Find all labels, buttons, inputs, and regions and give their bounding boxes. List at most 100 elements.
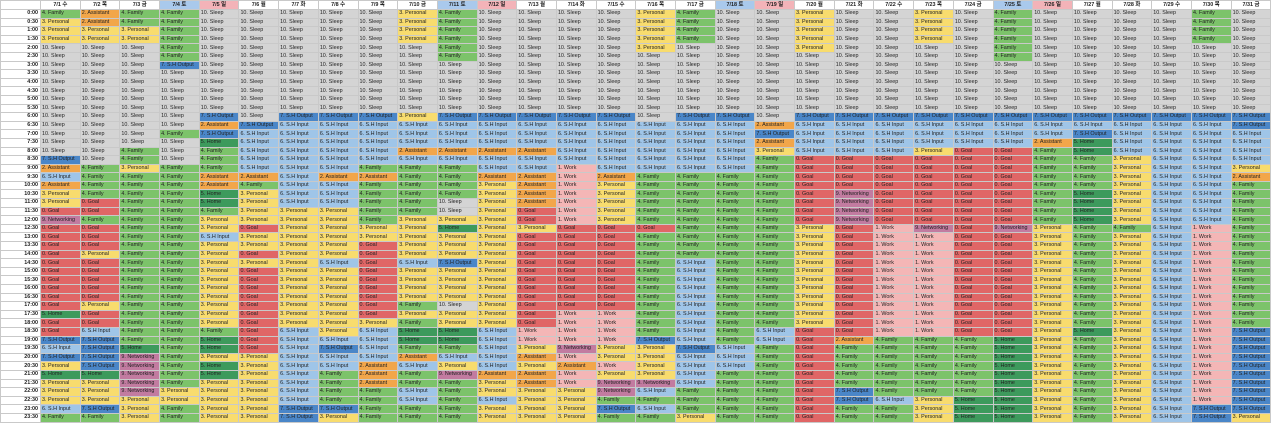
schedule-cell[interactable]: 4. Family	[436, 344, 478, 354]
schedule-cell[interactable]: 4. Family	[397, 344, 438, 354]
schedule-cell[interactable]: 10. Sleep	[714, 94, 756, 105]
schedule-cell[interactable]: 6. S.H Input	[794, 120, 835, 131]
schedule-cell[interactable]: 10. Sleep	[754, 51, 796, 62]
date-header[interactable]: 7/16 목	[635, 0, 676, 10]
schedule-cell[interactable]: 4. Family	[952, 378, 994, 389]
schedule-cell[interactable]: 10. Sleep	[1111, 69, 1153, 79]
schedule-cell[interactable]: 6. S.H Input	[635, 120, 676, 131]
schedule-cell[interactable]: 3. Personal	[397, 241, 438, 251]
schedule-cell[interactable]: 6. S.H Input	[873, 137, 915, 148]
schedule-cell[interactable]: 7. S.H Output	[79, 361, 121, 371]
schedule-cell[interactable]: 5. Home	[198, 335, 240, 346]
schedule-cell[interactable]: 0. Goal	[992, 198, 1034, 208]
schedule-cell[interactable]: 1. Work	[913, 318, 954, 328]
date-header[interactable]: 7/7 화	[278, 0, 319, 10]
schedule-cell[interactable]: 0. Goal	[833, 180, 875, 191]
schedule-cell[interactable]: 7. S.H Output	[1230, 404, 1272, 414]
schedule-cell[interactable]: 10. Sleep	[397, 60, 438, 71]
schedule-cell[interactable]: 4. Family	[1190, 26, 1232, 36]
schedule-cell[interactable]: 4. Family	[1071, 395, 1113, 406]
schedule-cell[interactable]: 9. Networking	[595, 378, 637, 389]
schedule-cell[interactable]: 4. Family	[714, 326, 756, 337]
schedule-cell[interactable]: 5. Home	[40, 309, 81, 320]
schedule-cell[interactable]: 4. Family	[1071, 309, 1113, 320]
schedule-cell[interactable]: 4. Family	[397, 404, 438, 414]
schedule-cell[interactable]: 10. Sleep	[357, 94, 399, 105]
schedule-cell[interactable]: 10. Sleep	[952, 43, 994, 53]
schedule-cell[interactable]: 7. S.H Output	[913, 112, 954, 122]
schedule-cell[interactable]: 10. Sleep	[198, 103, 240, 114]
schedule-cell[interactable]: 10. Sleep	[555, 17, 597, 28]
schedule-cell[interactable]: 10. Sleep	[119, 103, 161, 114]
schedule-cell[interactable]: 1. Work	[873, 275, 915, 285]
schedule-cell[interactable]: 3. Personal	[595, 180, 637, 191]
schedule-cell[interactable]: 10. Sleep	[754, 77, 796, 88]
schedule-cell[interactable]: 6. S.H Input	[397, 395, 438, 406]
schedule-cell[interactable]: 0. Goal	[79, 292, 121, 303]
schedule-cell[interactable]: 10. Sleep	[317, 43, 359, 53]
schedule-cell[interactable]: 10. Sleep	[278, 69, 319, 79]
schedule-cell[interactable]: 0. Goal	[992, 180, 1034, 191]
schedule-cell[interactable]: 2. Assistant	[79, 9, 121, 19]
schedule-cell[interactable]: 4. Family	[159, 335, 200, 346]
schedule-cell[interactable]: 6. S.H Input	[397, 361, 438, 371]
schedule-cell[interactable]: 3. Personal	[397, 215, 438, 225]
schedule-cell[interactable]: 1. Work	[555, 378, 597, 389]
schedule-cell[interactable]: 6. S.H Input	[635, 163, 676, 174]
schedule-cell[interactable]: 4. Family	[1071, 223, 1113, 234]
schedule-cell[interactable]: 4. Family	[754, 223, 796, 234]
schedule-cell[interactable]: 3. Personal	[1032, 318, 1073, 328]
schedule-cell[interactable]: 4. Family	[952, 335, 994, 346]
schedule-cell[interactable]: 10. Sleep	[833, 34, 875, 45]
schedule-cell[interactable]: 4. Family	[714, 378, 756, 389]
schedule-cell[interactable]: 10. Sleep	[595, 103, 637, 114]
schedule-cell[interactable]: 4. Family	[159, 266, 200, 277]
schedule-cell[interactable]: 3. Personal	[397, 284, 438, 294]
schedule-cell[interactable]: 6. S.H Input	[714, 361, 756, 371]
schedule-cell[interactable]: 6. S.H Input	[1190, 189, 1232, 200]
schedule-cell[interactable]: 3. Personal	[476, 206, 518, 217]
schedule-cell[interactable]: 10. Sleep	[436, 103, 478, 114]
schedule-cell[interactable]: 10. Sleep	[79, 146, 121, 157]
schedule-cell[interactable]: 4. Family	[635, 215, 676, 225]
schedule-cell[interactable]: 5. Home	[992, 369, 1034, 380]
schedule-cell[interactable]: 5. Home	[436, 335, 478, 346]
schedule-cell[interactable]: 10. Sleep	[635, 60, 676, 71]
schedule-cell[interactable]: 6. S.H Input	[833, 137, 875, 148]
schedule-cell[interactable]: 3. Personal	[1111, 275, 1153, 285]
schedule-cell[interactable]: 0. Goal	[238, 292, 280, 303]
schedule-cell[interactable]: 4. Family	[992, 34, 1034, 45]
schedule-cell[interactable]: 4. Family	[1071, 172, 1113, 182]
schedule-cell[interactable]: 3. Personal	[278, 206, 319, 217]
schedule-cell[interactable]: 3. Personal	[436, 318, 478, 328]
schedule-cell[interactable]: 4. Family	[40, 9, 81, 19]
schedule-cell[interactable]: 4. Family	[397, 378, 438, 389]
schedule-cell[interactable]: 0. Goal	[238, 266, 280, 277]
schedule-cell[interactable]: 3. Personal	[436, 266, 478, 277]
schedule-cell[interactable]: 4. Family	[675, 26, 716, 36]
schedule-cell[interactable]: 4. Family	[754, 163, 796, 174]
schedule-cell[interactable]: 10. Sleep	[1151, 17, 1192, 28]
schedule-cell[interactable]: 6. S.H Input	[675, 163, 716, 174]
schedule-cell[interactable]: 6. S.H Input	[873, 129, 915, 139]
schedule-cell[interactable]: 4. Family	[635, 275, 676, 285]
schedule-cell[interactable]: 1. Work	[555, 215, 597, 225]
schedule-cell[interactable]: 1. Work	[1190, 395, 1232, 406]
schedule-cell[interactable]: 2. Assistant	[754, 120, 796, 131]
schedule-cell[interactable]: 4. Family	[357, 215, 399, 225]
schedule-cell[interactable]: 6. S.H Input	[1151, 206, 1192, 217]
schedule-cell[interactable]: 1. Work	[1190, 223, 1232, 234]
schedule-cell[interactable]: 4. Family	[913, 352, 954, 363]
schedule-cell[interactable]: 6. S.H Input	[476, 361, 518, 371]
schedule-cell[interactable]: 7. S.H Output	[754, 129, 796, 139]
schedule-cell[interactable]: 9. Networking	[119, 387, 161, 397]
schedule-cell[interactable]: 3. Personal	[794, 301, 835, 311]
schedule-cell[interactable]: 1. Work	[555, 206, 597, 217]
schedule-cell[interactable]: 0. Goal	[555, 249, 597, 260]
schedule-cell[interactable]: 6. S.H Input	[1151, 404, 1192, 414]
schedule-cell[interactable]: 4. Family	[992, 9, 1034, 19]
schedule-cell[interactable]: 7. S.H Output	[79, 404, 121, 414]
schedule-cell[interactable]: 0. Goal	[516, 206, 557, 217]
schedule-cell[interactable]: 0. Goal	[833, 232, 875, 243]
schedule-cell[interactable]: 0. Goal	[40, 284, 81, 294]
